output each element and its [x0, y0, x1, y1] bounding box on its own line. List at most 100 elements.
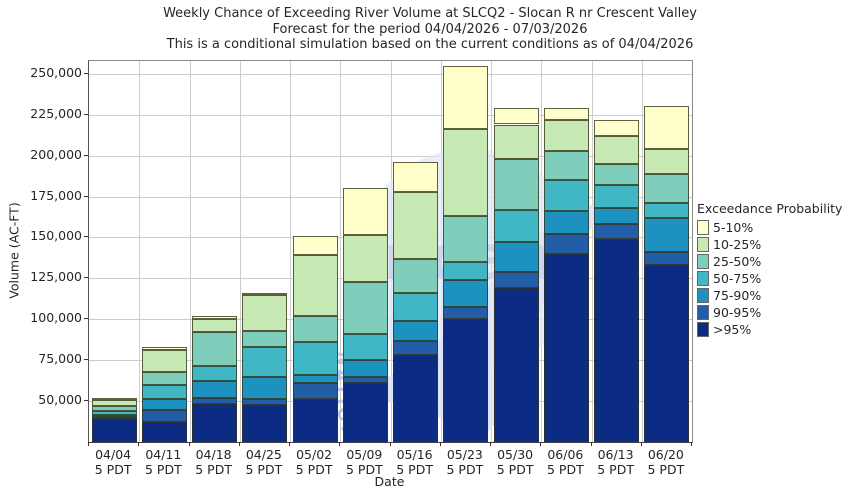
x-tick-label: 04/04 5 PDT [83, 447, 143, 477]
bar-segment-50-75- [393, 293, 439, 321]
bar-segment-5-10- [91, 397, 137, 401]
y-tick-label: 75,000 [38, 351, 82, 367]
x-tick-time: 5 PDT [195, 462, 232, 477]
x-tick-time: 5 PDT [597, 462, 634, 477]
v-gridline [641, 61, 643, 442]
x-tick-label: 04/18 5 PDT [184, 447, 244, 477]
v-gridline [491, 61, 492, 442]
bar-segment-10-25- [443, 129, 489, 217]
x-tick-mark [540, 442, 542, 446]
bar-segment-50-75- [443, 261, 489, 280]
x-tick-label: 05/23 5 PDT [435, 447, 495, 477]
legend-title: Exceedance Probability [697, 201, 843, 216]
bar-segment-10-25- [543, 119, 589, 151]
bar-segment--95- [141, 422, 187, 442]
bar-segment--95- [342, 383, 388, 442]
bar-segment-50-75- [644, 203, 690, 218]
bar-segment-90-95- [292, 383, 338, 399]
y-tick-mark [84, 359, 88, 361]
bar-segment-75-90- [543, 211, 589, 235]
bar-segment-5-10- [493, 108, 539, 125]
x-tick-label: 06/13 5 PDT [586, 447, 646, 477]
v-gridline [541, 61, 543, 442]
x-tick-time: 5 PDT [647, 462, 685, 477]
x-tick-mark [88, 442, 89, 446]
bar-segment-75-90- [393, 320, 439, 342]
bar-segment--95- [192, 403, 238, 442]
bar-segment-10-25- [644, 149, 690, 174]
chart-title: Weekly Chance of Exceeding River Volume … [0, 6, 850, 53]
x-tick-time: 5 PDT [346, 462, 383, 477]
x-tick-label: 04/25 5 PDT [234, 447, 294, 477]
bar-segment-25-50- [242, 330, 288, 348]
x-tick-date: 05/09 [346, 447, 383, 462]
legend-swatch [697, 237, 709, 252]
legend-item: 25-50% [697, 253, 842, 270]
bar-segment-5-10- [292, 235, 338, 256]
x-tick-time: 5 PDT [396, 462, 433, 477]
bar-segment-5-10- [443, 65, 489, 130]
x-tick-mark [339, 442, 341, 446]
bar-segment-90-95- [242, 398, 288, 406]
y-tick-label: 200,000 [30, 146, 82, 162]
bar-segment-10-25- [292, 255, 338, 316]
bar-segment-10-25- [141, 350, 187, 372]
legend-item: 90-95% [697, 304, 842, 321]
bar-segment-25-50- [543, 150, 589, 181]
legend-item: 50-75% [697, 270, 842, 287]
y-tick-label: 225,000 [30, 105, 82, 121]
legend-item-label: 50-75% [713, 271, 762, 286]
x-tick-mark [590, 442, 592, 446]
bar-segment-25-50- [493, 158, 539, 210]
y-tick-label: 150,000 [30, 228, 82, 244]
bar-segment--95- [594, 239, 640, 442]
legend-swatch [697, 220, 709, 235]
bar-segment-50-75- [141, 384, 187, 399]
v-gridline [390, 61, 392, 442]
bar-segment-5-10- [141, 347, 187, 351]
title-line-2: Forecast for the period 04/04/2026 - 07/… [272, 21, 588, 37]
y-tick-label: 175,000 [30, 187, 82, 203]
bar-segment-5-10- [192, 315, 238, 320]
bar-segment-25-50- [342, 281, 388, 334]
bar-segment-75-90- [141, 398, 187, 411]
bar-segment-50-75- [292, 342, 338, 375]
y-tick-label: 100,000 [30, 310, 82, 326]
y-tick-label: 125,000 [30, 269, 82, 285]
x-tick-date: 04/04 [95, 447, 132, 462]
bar-segment-90-95- [91, 416, 137, 420]
legend-item-label: >95% [713, 322, 752, 337]
bar-segment-90-95- [644, 252, 690, 266]
bar-segment-75-90- [594, 207, 640, 225]
x-tick-mark [490, 442, 491, 446]
legend-swatch [697, 254, 709, 269]
x-tick-date: 05/02 [296, 447, 333, 462]
bar-segment--95- [393, 355, 439, 442]
title-line-1: Weekly Chance of Exceeding River Volume … [163, 6, 697, 21]
x-axis-label: Date [374, 474, 405, 489]
x-tick-mark [439, 442, 441, 446]
x-tick-time: 5 PDT [245, 462, 283, 477]
y-tick-mark [84, 400, 88, 402]
bar-segment-50-75- [493, 209, 539, 243]
x-tick-date: 05/30 [497, 447, 534, 462]
bar-segment-50-75- [543, 180, 589, 212]
x-tick-time: 5 PDT [496, 462, 534, 477]
bar-segment-90-95- [493, 271, 539, 289]
bar-segment-90-95- [543, 234, 589, 254]
y-tick-mark [84, 113, 88, 115]
bar-segment--95- [242, 405, 288, 442]
bar-segment-50-75- [594, 185, 640, 208]
bar-segment--95- [543, 253, 589, 442]
x-tick-label: 05/16 5 PDT [385, 447, 445, 477]
legend-item: 75-90% [697, 287, 842, 304]
x-tick-mark [289, 442, 290, 446]
bar-segment-75-90- [292, 374, 338, 384]
bar-segment--95- [443, 319, 489, 442]
x-tick-date: 04/25 [245, 447, 282, 462]
bar-segment--95- [292, 398, 338, 442]
bar-segment--95- [91, 419, 137, 442]
bar-segment-25-50- [393, 258, 439, 294]
bar-segment-90-95- [141, 410, 187, 423]
